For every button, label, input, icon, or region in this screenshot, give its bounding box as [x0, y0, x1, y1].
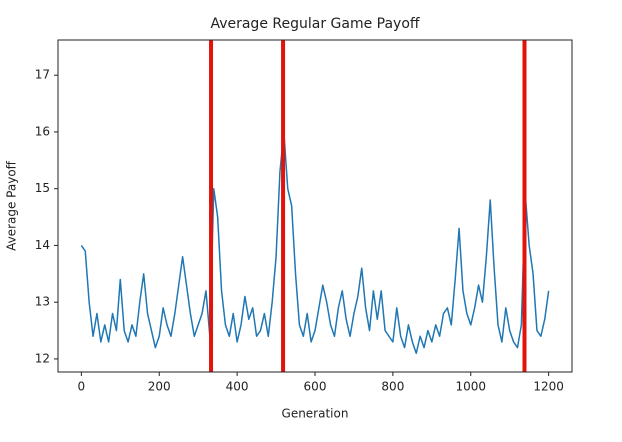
- y-tick-label: 13: [35, 295, 50, 309]
- x-tick-label: 1000: [455, 380, 486, 394]
- y-tick-label: 14: [35, 238, 50, 252]
- x-tick-label: 200: [148, 380, 171, 394]
- y-tick-label: 12: [35, 351, 50, 365]
- y-tick-label: 16: [35, 124, 50, 138]
- x-tick-label: 0: [78, 380, 86, 394]
- x-tick-label: 1200: [533, 380, 564, 394]
- x-tick-label: 600: [304, 380, 327, 394]
- chart-title: Average Regular Game Payoff: [210, 16, 419, 32]
- x-tick-label: 400: [226, 380, 249, 394]
- y-tick-label: 17: [35, 68, 50, 82]
- y-tick-label: 15: [35, 181, 50, 195]
- x-tick-label: 800: [381, 380, 404, 394]
- plot-frame: [57, 39, 573, 373]
- data-line: [80, 131, 550, 355]
- x-axis-label: Generation: [282, 407, 349, 421]
- y-axis-label: Average Payoff: [5, 160, 19, 251]
